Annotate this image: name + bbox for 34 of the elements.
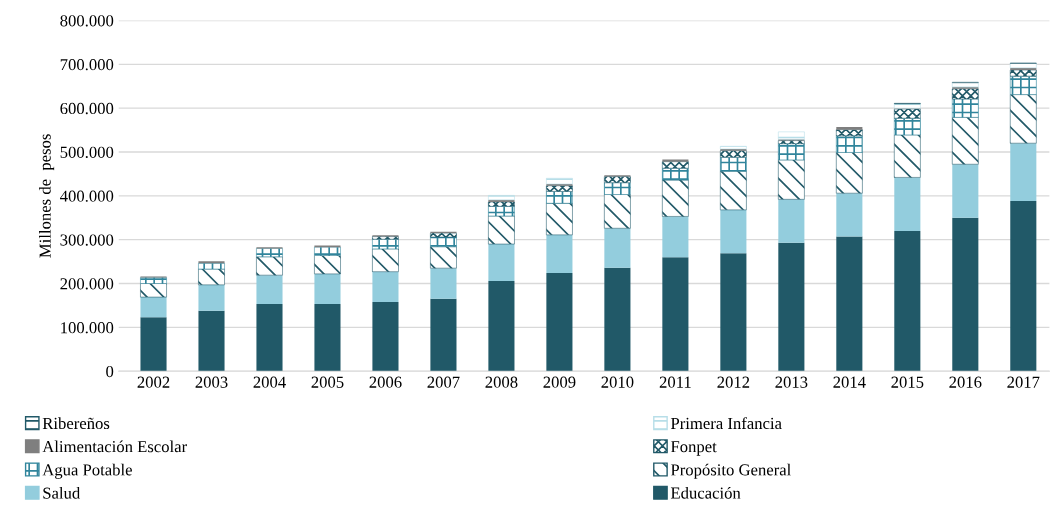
y-tick-label: 700.000: [60, 59, 114, 71]
legend-label: Fonpet: [670, 441, 717, 456]
x-tick-label: 2013: [775, 376, 808, 388]
y-tick-label: 300.000: [60, 234, 114, 246]
legend-label: Primera Infancia: [670, 417, 782, 430]
x-tick-label: 2009: [543, 376, 576, 388]
y-tick-label: 500.000: [60, 146, 114, 159]
y-tick-label: 400.000: [60, 190, 114, 202]
y-tick-label: 0: [106, 365, 114, 378]
legend-label: Agua Potable: [42, 463, 132, 479]
legend-label: Alimentación Escolar: [42, 440, 187, 453]
x-tick-label: 2010: [601, 376, 634, 388]
y-tick-label: 800.000: [60, 15, 114, 27]
y-tick-label: 100.000: [61, 322, 114, 334]
y-tick-label: 600.000: [60, 102, 114, 115]
x-tick-label: 2007: [427, 376, 460, 388]
legend-label: Educación: [670, 486, 741, 499]
x-tick-label: 2014: [833, 376, 866, 388]
x-tick-label: 2003: [195, 376, 228, 388]
x-tick-label: 2008: [485, 376, 518, 388]
x-tick-label: 2016: [949, 376, 982, 388]
legend-label: Ribereños: [42, 417, 110, 430]
x-tick-label: 2017: [1007, 376, 1040, 388]
x-tick-label: 2005: [311, 376, 344, 388]
x-tick-label: 2006: [369, 376, 402, 388]
x-tick-label: 2012: [717, 376, 750, 388]
x-tick-label: 2002: [137, 376, 170, 388]
legend-label: Salud: [43, 487, 81, 499]
legend-label: Propósito General: [670, 463, 791, 479]
x-tick-label: 2011: [659, 376, 691, 388]
y-tick-label: 200.000: [60, 278, 114, 290]
y-axis-title: Millones de pesos: [39, 134, 55, 258]
x-tick-label: 2015: [891, 376, 924, 388]
x-tick-label: 2004: [253, 376, 286, 388]
